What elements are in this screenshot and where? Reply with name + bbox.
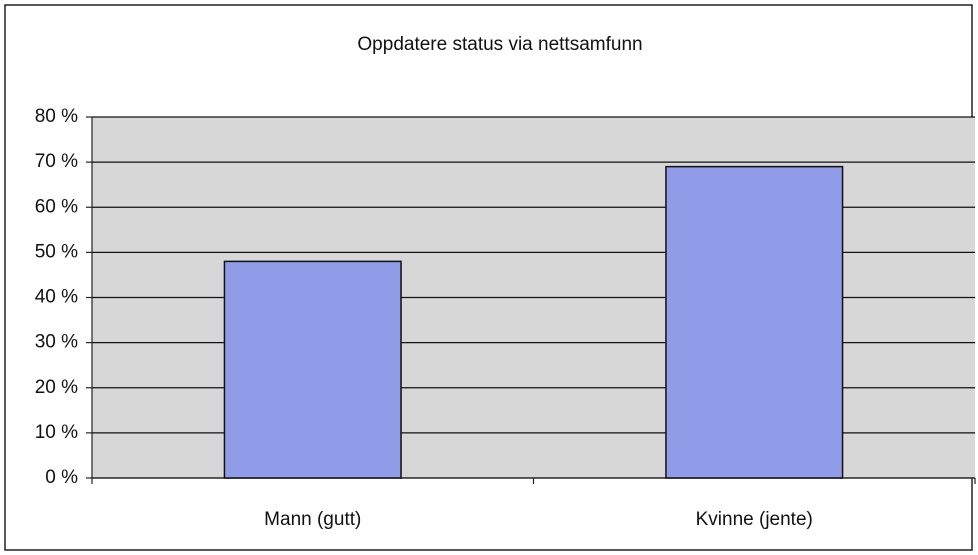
y-tick-label: 40 % [35, 287, 78, 308]
y-tick-label: 10 % [35, 422, 78, 443]
chart-title: Oppdatere status via nettsamfunn [357, 34, 642, 55]
y-tick-label: 20 % [35, 377, 78, 398]
x-tick-label: Kvinne (jente) [696, 509, 813, 530]
y-tick-label: 50 % [35, 241, 78, 262]
y-tick-label: 80 % [35, 106, 78, 127]
y-tick-label: 30 % [35, 332, 78, 353]
y-tick-label: 70 % [35, 151, 78, 172]
bar [223, 260, 402, 479]
x-tick-label: Mann (gutt) [264, 509, 361, 530]
y-tick-label: 60 % [35, 196, 78, 217]
bar [665, 165, 844, 479]
y-tick-label: 0 % [45, 467, 78, 488]
